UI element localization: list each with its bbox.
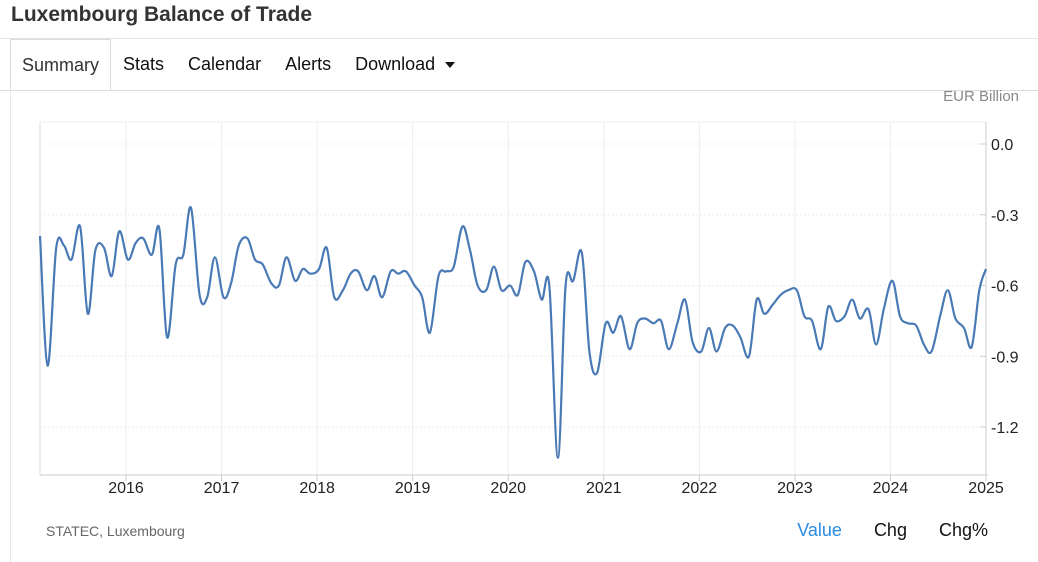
x-tick-label: 2025: [968, 480, 1004, 497]
panel-left-border: [10, 90, 11, 562]
data-line: [38, 206, 988, 459]
x-tick-label: 2024: [873, 480, 909, 497]
y-tick-label: -0.9: [991, 349, 1019, 366]
tab-stats-label: Stats: [123, 54, 165, 74]
tab-alerts[interactable]: Alerts: [273, 39, 343, 90]
x-tick-label: 2020: [490, 480, 526, 497]
y-tick-label: -0.6: [991, 279, 1019, 296]
x-tick-label: 2023: [777, 480, 813, 497]
chart-tick-labels: 0.0 -0.3 -0.6 -0.9 -1.2 2016 2017 2018 2019 2020 2…: [108, 137, 1018, 497]
source-label: STATEC, Luxembourg: [46, 523, 185, 539]
view-toggles: Value Chg Chg%: [765, 520, 988, 541]
unit-label: EUR Billion: [943, 88, 1019, 105]
tab-summary[interactable]: Summary: [10, 39, 112, 91]
tab-bar: Summary Stats Calendar Alerts Download: [10, 39, 467, 91]
tab-stats[interactable]: Stats: [111, 39, 176, 90]
chart-series: [38, 206, 988, 459]
chart-grid: [39, 121, 987, 475]
y-tick-label: -0.3: [991, 208, 1019, 225]
title-divider: [0, 38, 1038, 39]
x-tick-label: 2017: [204, 480, 240, 497]
x-tick-label: 2019: [395, 480, 431, 497]
caret-down-icon: [445, 61, 456, 68]
y-tick-label: 0.0: [991, 137, 1013, 154]
y-tick-label: -1.2: [991, 420, 1019, 437]
page-title: Luxembourg Balance of Trade: [11, 3, 313, 26]
tab-download[interactable]: Download: [343, 39, 467, 90]
x-tick-label: 2018: [299, 480, 335, 497]
tabs-divider: [0, 90, 1038, 91]
x-tick-label: 2016: [108, 480, 144, 497]
toggle-chg-pct[interactable]: Chg%: [938, 520, 988, 540]
toggle-chg[interactable]: Chg: [873, 520, 907, 540]
x-tick-label: 2021: [586, 480, 622, 497]
x-tick-label: 2022: [682, 480, 718, 497]
toggle-value[interactable]: Value: [797, 520, 842, 540]
tab-alerts-label: Alerts: [285, 54, 332, 74]
tab-calendar[interactable]: Calendar: [176, 39, 273, 90]
tab-calendar-label: Calendar: [188, 54, 262, 74]
tab-summary-label: Summary: [22, 55, 100, 75]
tab-download-label: Download: [355, 54, 436, 74]
chart-axes: [40, 122, 988, 481]
